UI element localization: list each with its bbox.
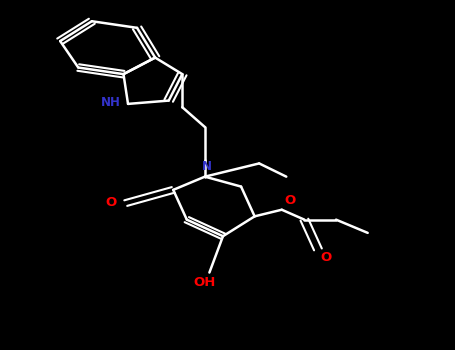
Text: O: O	[284, 194, 295, 207]
Text: N: N	[202, 160, 212, 173]
Text: O: O	[320, 251, 331, 264]
Text: OH: OH	[194, 276, 216, 289]
Text: NH: NH	[101, 96, 121, 109]
Text: O: O	[106, 196, 116, 209]
